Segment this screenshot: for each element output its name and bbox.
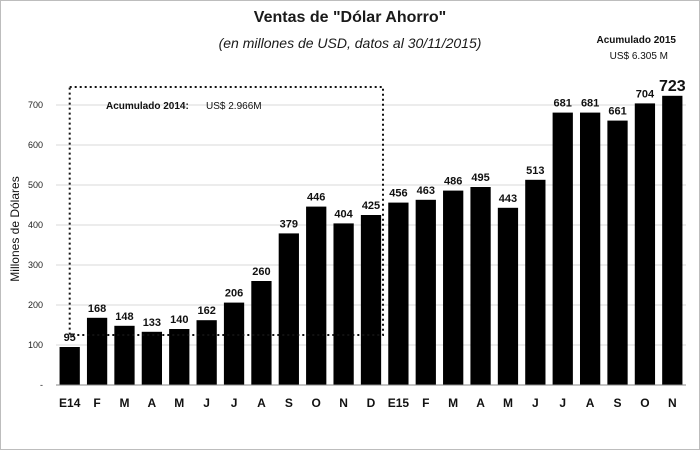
x-tick-label: J: [532, 396, 539, 410]
bar-value-label: 723: [659, 78, 686, 95]
bar: [552, 112, 573, 385]
x-tick-label: M: [119, 396, 129, 410]
bar: [443, 190, 464, 385]
bar: [59, 347, 80, 385]
bar: [525, 179, 546, 385]
bar-value-label: 162: [197, 305, 215, 317]
bar-value-label: 260: [252, 266, 270, 278]
bar: [662, 95, 683, 386]
bar-value-label: 443: [499, 193, 517, 205]
bar-value-label: 148: [115, 311, 133, 323]
x-tick-label: O: [312, 396, 321, 410]
y-axis-label: Millones de Dólares: [8, 176, 22, 281]
x-tick-label: J: [559, 396, 566, 410]
chart-subtitle: (en millones de USD, datos al 30/11/2015…: [218, 35, 482, 51]
x-tick-label: A: [586, 396, 595, 410]
bar-value-label: 206: [225, 288, 243, 300]
x-tick-label: A: [257, 396, 266, 410]
bar-value-label: 379: [280, 218, 298, 230]
bar-value-label: 661: [608, 106, 626, 118]
bar-value-label: 168: [88, 303, 106, 315]
y-tick-label: 700: [28, 100, 43, 110]
x-tick-label: J: [231, 396, 238, 410]
bar: [360, 215, 382, 385]
x-tick-label: A: [476, 396, 485, 410]
bar: [634, 103, 656, 386]
acumulado-2015-value: US$ 6.305 M: [610, 51, 668, 62]
bar-value-label: 681: [581, 98, 599, 110]
bar: [114, 325, 135, 385]
bar-value-label: 704: [636, 88, 655, 100]
bar-value-label: 513: [526, 165, 544, 177]
x-tick-label: E14: [59, 396, 81, 410]
bar-value-label: 140: [170, 314, 188, 326]
bar-value-label: 456: [389, 188, 407, 200]
y-tick-label: -: [40, 380, 43, 390]
bar-value-label: 133: [143, 317, 161, 329]
bar-value-label: 463: [417, 185, 435, 197]
y-tick-label: 400: [28, 220, 43, 230]
x-tick-label: J: [203, 396, 210, 410]
x-axis-labels: E14 F M A M J J A S O N D E15 F M A M J J A S O N: [59, 396, 677, 410]
x-tick-label: M: [174, 396, 184, 410]
bar: [251, 281, 272, 385]
bar: [497, 207, 519, 385]
bar: [306, 206, 327, 385]
y-tick-label: 600: [28, 140, 43, 150]
x-tick-label: F: [93, 396, 100, 410]
bar-value-label: 404: [334, 208, 353, 220]
x-tick-label: M: [448, 396, 458, 410]
bar: [223, 302, 245, 385]
bar-value-label: 425: [362, 200, 380, 212]
x-tick-label: O: [640, 396, 649, 410]
y-tick-label: 100: [28, 340, 43, 350]
bar: [333, 223, 354, 385]
x-tick-label: A: [148, 396, 157, 410]
bar: [169, 329, 190, 385]
y-tick-label: 300: [28, 260, 43, 270]
bar: [86, 317, 108, 385]
bars: [59, 95, 683, 386]
x-tick-label: M: [503, 396, 513, 410]
bar: [388, 202, 409, 385]
acumulado-2014-bracket: [68, 86, 385, 336]
bar-value-label: 446: [307, 192, 325, 204]
y-tick-label: 500: [28, 180, 43, 190]
bar: [196, 320, 217, 385]
x-tick-label: S: [285, 396, 293, 410]
x-tick-label: S: [614, 396, 622, 410]
x-tick-label: N: [339, 396, 348, 410]
x-tick-label: F: [422, 396, 429, 410]
bar: [470, 187, 491, 385]
y-tick-label: 200: [28, 300, 43, 310]
bar-value-label: 681: [554, 98, 572, 110]
bar: [141, 331, 163, 385]
x-tick-label: N: [668, 396, 677, 410]
y-axis-ticks: - 100 200 300 400 500 600 700: [28, 100, 43, 390]
chart-title: Ventas de "Dólar Ahorro": [253, 9, 447, 26]
acumulado-2015-label: Acumulado 2015: [597, 35, 677, 46]
bar: [415, 199, 436, 385]
bar-value-label: 486: [444, 176, 462, 188]
acumulado-2014-label: Acumulado 2014:: [106, 101, 189, 112]
bar: [579, 112, 601, 385]
bar: [607, 120, 628, 385]
x-tick-label: E15: [388, 396, 410, 410]
x-tick-label: D: [367, 396, 376, 410]
acumulado-2014-value: US$ 2.966M: [206, 101, 262, 112]
bar: [278, 233, 299, 385]
bar-value-label: 495: [471, 172, 489, 184]
